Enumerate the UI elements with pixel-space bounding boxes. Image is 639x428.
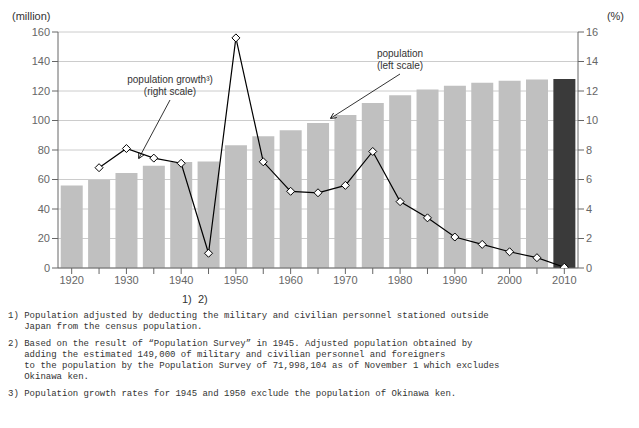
- svg-text:1980: 1980: [388, 274, 412, 286]
- svg-text:1970: 1970: [333, 274, 357, 286]
- svg-text:40: 40: [38, 203, 50, 215]
- svg-text:0: 0: [44, 262, 50, 274]
- html-text:3) Population growth rates for: 3) Population growth rates for 1945 and …: [8, 389, 457, 399]
- svg-text:2: 2: [586, 232, 592, 244]
- svg-text:6: 6: [586, 173, 592, 185]
- svg-text:80: 80: [38, 144, 50, 156]
- svg-text:120: 120: [32, 85, 50, 97]
- svg-text:1950: 1950: [224, 274, 248, 286]
- svg-text:1990: 1990: [443, 274, 467, 286]
- html-text:(million): (million): [12, 10, 51, 22]
- svg-text:1940: 1940: [169, 274, 193, 286]
- html-text:population growth³) (right sca: population growth³) (right scale): [127, 74, 213, 97]
- svg-text:8: 8: [586, 144, 592, 156]
- svg-text:4: 4: [586, 203, 592, 215]
- svg-text:100: 100: [32, 114, 50, 126]
- svg-text:10: 10: [586, 114, 598, 126]
- html-text:population (left scale): population (left scale): [376, 48, 424, 71]
- html-text:1) Population adjusted by dedu: 1) Population adjusted by deducting the …: [8, 311, 489, 332]
- html-text:2) Based on the result of “Pop: 2) Based on the result of “Population Su…: [8, 339, 500, 382]
- svg-text:60: 60: [38, 173, 50, 185]
- svg-text:160: 160: [32, 26, 50, 38]
- svg-text:1920: 1920: [59, 274, 83, 286]
- svg-text:2010: 2010: [552, 274, 576, 286]
- svg-text:12: 12: [586, 85, 598, 97]
- svg-text:20: 20: [38, 232, 50, 244]
- svg-text:14: 14: [586, 55, 598, 67]
- svg-text:140: 140: [32, 55, 50, 67]
- svg-text:16: 16: [586, 26, 598, 38]
- svg-text:2000: 2000: [497, 274, 521, 286]
- svg-text:1960: 1960: [278, 274, 302, 286]
- html-text:1) 2): 1) 2): [182, 293, 208, 305]
- svg-text:1930: 1930: [114, 274, 138, 286]
- svg-text:0: 0: [586, 262, 592, 274]
